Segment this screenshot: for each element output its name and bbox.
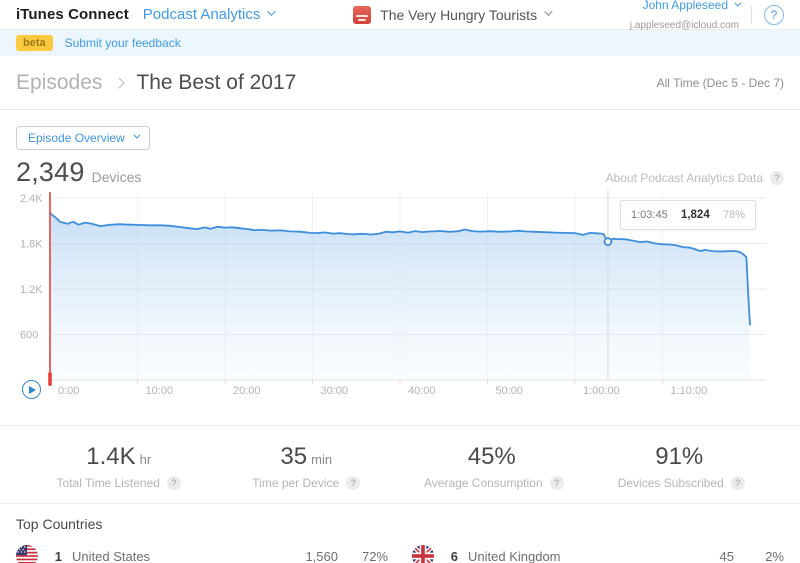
about-analytics-link[interactable]: About Podcast Analytics Data ? <box>606 171 784 185</box>
show-picker[interactable]: The Very Hungry Tourists <box>273 5 630 24</box>
question-icon: ? <box>770 171 784 185</box>
show-title: The Very Hungry Tourists <box>380 6 538 23</box>
svg-text:40:00: 40:00 <box>408 385 436 397</box>
svg-text:30:00: 30:00 <box>321 385 349 397</box>
tooltip-time: 1:03:45 <box>631 209 668 221</box>
stat-value: 45% <box>467 443 516 470</box>
stat-devices-subscribed: 91% Devices Subscribed? <box>588 443 776 490</box>
country-percent: 72% <box>361 548 388 563</box>
chevron-right-icon <box>113 76 126 89</box>
uk-flag-icon <box>412 545 434 563</box>
play-button[interactable] <box>22 380 41 399</box>
stat-value: 35 <box>280 443 308 470</box>
stat-average-consumption: 45% Average Consumption? <box>400 443 588 490</box>
page-title: The Best of 2017 <box>136 70 297 94</box>
play-icon <box>29 385 36 394</box>
top-countries-title: Top Countries <box>16 516 103 532</box>
chart-tooltip: 1:03:45 1,824 78% <box>620 200 756 230</box>
country-device-count: 1,560 <box>305 548 338 563</box>
svg-text:0:00: 0:00 <box>58 385 79 397</box>
stat-label: Time per Device <box>252 476 340 490</box>
question-icon[interactable]: ? <box>346 476 361 490</box>
svg-text:2.4K: 2.4K <box>20 193 43 205</box>
chevron-down-icon <box>734 0 742 7</box>
stat-label: Devices Subscribed <box>617 476 724 490</box>
podcast-artwork-icon <box>353 5 372 24</box>
country-rank: 1 <box>54 548 62 563</box>
svg-text:50:00: 50:00 <box>496 385 524 397</box>
us-flag-icon <box>16 545 38 563</box>
tooltip-percent: 78% <box>722 209 745 221</box>
beta-bar: beta Submit your feedback <box>0 30 800 56</box>
date-range-label: All Time (Dec 5 - Dec 7) <box>656 75 784 90</box>
svg-text:1:00:00: 1:00:00 <box>583 385 620 397</box>
country-row-united-kingdom[interactable]: 6 United Kingdom 45 2% <box>412 541 784 563</box>
feedback-link[interactable]: Submit your feedback <box>64 36 181 50</box>
main-content: Episode Overview 2,349 Devices About Pod… <box>0 110 800 563</box>
metric-header: 2,349 Devices About Podcast Analytics Da… <box>0 150 800 188</box>
svg-text:1.8K: 1.8K <box>20 239 43 251</box>
svg-text:600: 600 <box>20 330 38 342</box>
svg-text:20:00: 20:00 <box>233 385 261 397</box>
chevron-down-icon <box>133 131 141 139</box>
stat-time-per-device: 35 min Time per Device? <box>213 443 401 490</box>
stat-label: Total Time Listened <box>56 476 160 490</box>
about-analytics-label: About Podcast Analytics Data <box>605 171 763 185</box>
country-name: United States <box>72 548 151 563</box>
chevron-down-icon <box>544 7 553 16</box>
country-device-count: 45 <box>719 548 734 563</box>
question-icon[interactable]: ? <box>730 476 745 490</box>
stat-unit: min <box>311 452 333 467</box>
stat-value: 1.4K <box>86 443 136 470</box>
stat-unit: hr <box>139 452 152 467</box>
svg-text:1.2K: 1.2K <box>20 284 43 296</box>
breadcrumb-episodes-link[interactable]: Episodes <box>16 70 103 94</box>
top-countries-section: Top Countries <box>0 503 800 563</box>
episode-overview-select[interactable]: Episode Overview <box>16 126 150 150</box>
podcast-analytics-menu[interactable]: Podcast Analytics <box>142 6 277 23</box>
episode-overview-label: Episode Overview <box>28 131 125 145</box>
podcast-analytics-label: Podcast Analytics <box>142 6 261 23</box>
svg-text:10:00: 10:00 <box>146 385 174 397</box>
header-divider <box>751 5 752 24</box>
beta-badge: beta <box>16 35 53 51</box>
chart-render-root: 2.4K 1.8K 1.2K 600 0:00 10:00 20:00 30:00 40:00 5… <box>20 190 766 397</box>
stat-total-time-listened: 1.4K hr Total Time Listened? <box>25 443 213 490</box>
country-name: United Kingdom <box>468 548 561 563</box>
devices-unit-label: Devices <box>91 169 142 185</box>
stat-value: 91% <box>655 443 704 470</box>
question-icon[interactable]: ? <box>166 476 181 490</box>
stats-row: 1.4K hr Total Time Listened? 35 min Time p… <box>0 425 800 503</box>
user-email: j.appleseed@icloud.com <box>629 19 739 31</box>
help-icon[interactable]: ? <box>764 4 784 25</box>
brand-title: iTunes Connect <box>16 6 129 23</box>
country-percent: 2% <box>765 548 784 563</box>
devices-chart-svg[interactable]: 2.4K 1.8K 1.2K 600 0:00 10:00 20:00 30:00 40:00 5… <box>0 190 800 402</box>
breadcrumb: Episodes The Best of 2017 All Time (Dec … <box>0 56 800 110</box>
devices-chart: 2.4K 1.8K 1.2K 600 0:00 10:00 20:00 30:00 40:00 5… <box>0 190 800 402</box>
tooltip-value: 1,824 <box>680 209 710 221</box>
country-row-united-states[interactable]: 1 United States 1,560 72% <box>16 541 388 563</box>
svg-text:1:10:00: 1:10:00 <box>671 385 708 397</box>
stat-label: Average Consumption <box>423 476 543 490</box>
country-rank: 6 <box>450 548 458 563</box>
app-header: iTunes Connect Podcast Analytics The Ver… <box>0 0 800 33</box>
user-menu[interactable]: John Appleseed j.appleseed@icloud.com <box>629 0 742 33</box>
question-icon[interactable]: ? <box>549 476 564 490</box>
devices-count: 2,349 <box>16 157 85 187</box>
user-name: John Appleseed <box>642 0 728 13</box>
